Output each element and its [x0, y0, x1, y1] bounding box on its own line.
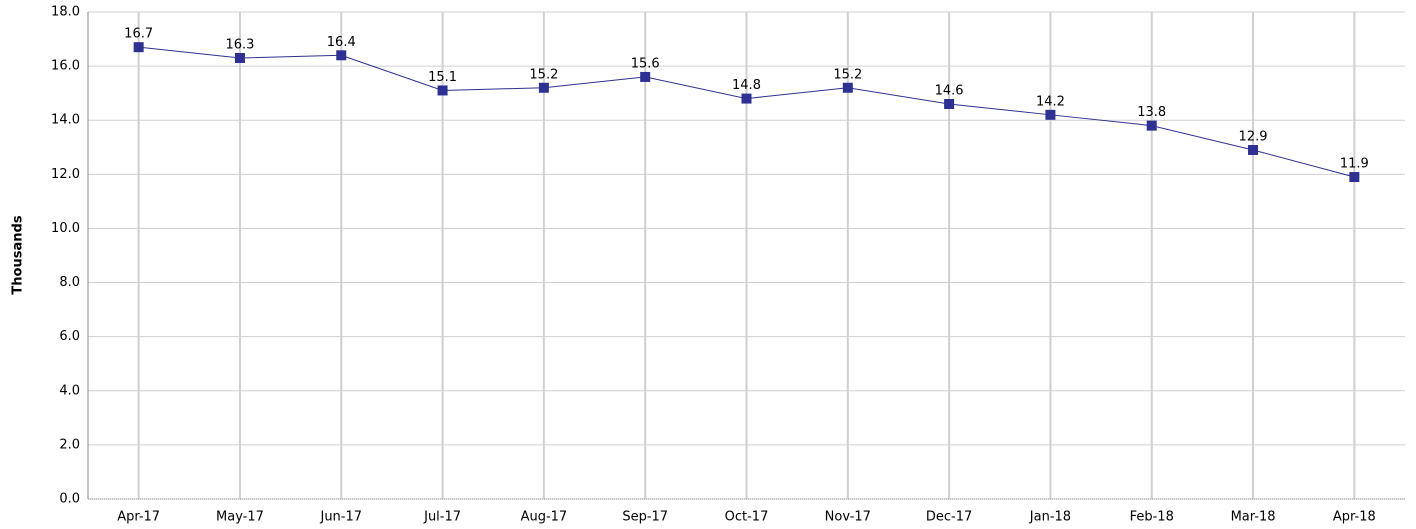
data-label: 15.2: [833, 67, 862, 82]
data-label: 14.8: [732, 78, 761, 93]
data-label: 14.2: [1036, 94, 1065, 109]
x-tick-label: Mar-18: [1231, 510, 1276, 525]
x-tick-label: Jun-17: [319, 510, 362, 525]
x-tick-label: Apr-17: [117, 510, 160, 525]
x-tick-label: May-17: [216, 510, 264, 525]
marker: [1349, 172, 1360, 183]
marker: [234, 52, 245, 63]
data-label: 16.4: [327, 35, 356, 50]
marker: [133, 42, 144, 53]
data-label: 14.6: [935, 83, 964, 98]
y-tick-label: 12.0: [51, 167, 80, 182]
marker: [1045, 109, 1056, 120]
marker: [741, 93, 752, 104]
data-label: 16.7: [124, 27, 153, 42]
y-tick-label: 18.0: [51, 5, 80, 20]
y-tick-label: 10.0: [51, 221, 80, 236]
y-tick-label: 8.0: [59, 275, 80, 290]
x-tick-label: Dec-17: [926, 510, 972, 525]
x-tick-label: Jan-18: [1029, 510, 1071, 525]
data-label: 12.9: [1239, 129, 1268, 144]
x-tick-label: Nov-17: [825, 510, 871, 525]
marker: [336, 50, 347, 61]
data-label: 15.1: [428, 70, 457, 85]
x-tick-label: Oct-17: [725, 510, 769, 525]
x-tick-label: Feb-18: [1130, 510, 1174, 525]
data-label: 15.6: [631, 56, 660, 71]
x-tick-label: Sep-17: [622, 510, 668, 525]
data-label: 15.2: [529, 67, 558, 82]
marker: [1248, 144, 1259, 155]
marker: [1146, 120, 1157, 131]
y-tick-label: 16.0: [51, 59, 80, 74]
data-label: 13.8: [1137, 105, 1166, 120]
marker: [842, 82, 853, 93]
marker: [538, 82, 549, 93]
y-tick-label: 4.0: [59, 383, 80, 398]
x-tick-label: Apr-18: [1333, 510, 1376, 525]
marker: [640, 71, 651, 82]
x-tick-label: Aug-17: [521, 510, 568, 525]
data-label: 11.9: [1340, 157, 1369, 172]
y-tick-label: 14.0: [51, 113, 80, 128]
y-tick-label: 2.0: [59, 437, 80, 452]
y-axis-label: Thousands: [11, 215, 26, 294]
y-tick-label: 0.0: [59, 492, 80, 507]
marker: [437, 85, 448, 96]
y-tick-label: 6.0: [59, 329, 80, 344]
x-tick-label: Jul-17: [423, 510, 461, 525]
data-label: 16.3: [225, 37, 254, 52]
marker: [944, 98, 955, 109]
